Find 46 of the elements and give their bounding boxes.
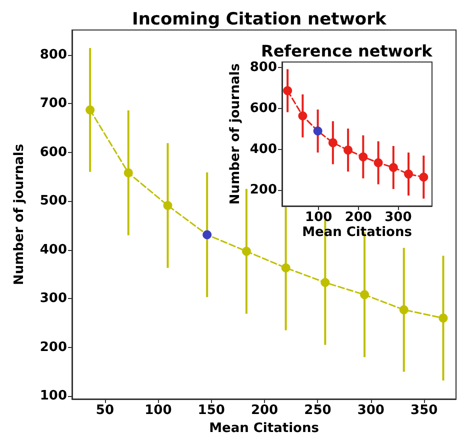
point bbox=[163, 200, 172, 210]
point bbox=[124, 168, 133, 178]
point bbox=[399, 305, 408, 314]
point bbox=[419, 172, 428, 182]
y-tick-label: 800 bbox=[250, 60, 277, 75]
point bbox=[86, 105, 95, 114]
x-tick-label: 300 bbox=[384, 210, 412, 225]
point bbox=[320, 278, 330, 287]
y-tick-label: 200 bbox=[40, 340, 67, 355]
point bbox=[283, 86, 292, 96]
y-axis-title: Number of journals bbox=[228, 63, 243, 205]
y-tick-label: 600 bbox=[250, 100, 277, 116]
y-tick-label: 700 bbox=[40, 96, 67, 112]
point bbox=[388, 162, 398, 172]
point bbox=[438, 314, 448, 323]
point bbox=[298, 111, 308, 120]
point bbox=[328, 138, 338, 148]
y-axis-title: Number of journals bbox=[12, 144, 27, 286]
y-tick-label: 100 bbox=[40, 388, 67, 404]
chart-title: Reference network bbox=[261, 42, 433, 60]
chart-title: Incoming Citation network bbox=[132, 10, 387, 30]
point bbox=[404, 170, 414, 179]
point bbox=[358, 152, 368, 162]
x-tick-label: 100 bbox=[144, 403, 172, 418]
y-tick-label: 500 bbox=[40, 194, 67, 209]
x-tick-label: 350 bbox=[410, 403, 438, 418]
x-tick-label: 100 bbox=[305, 210, 332, 225]
point bbox=[313, 126, 322, 136]
y-tick-label: 400 bbox=[40, 242, 67, 258]
x-tick-label: 150 bbox=[198, 403, 225, 418]
y-tick-label: 400 bbox=[250, 142, 277, 157]
point bbox=[374, 158, 383, 168]
point bbox=[242, 246, 251, 256]
x-tick-label: 300 bbox=[357, 403, 384, 418]
point bbox=[344, 146, 353, 155]
x-tick-label: 50 bbox=[96, 403, 114, 418]
y-tick-label: 300 bbox=[40, 291, 67, 306]
point bbox=[360, 290, 370, 300]
x-axis-title: Mean Citations bbox=[209, 420, 320, 436]
x-tick-label: 250 bbox=[304, 403, 332, 418]
y-tick-label: 800 bbox=[40, 47, 67, 62]
point bbox=[281, 263, 290, 272]
x-tick-label: 200 bbox=[344, 210, 372, 225]
point bbox=[202, 230, 212, 240]
y-tick-label: 200 bbox=[250, 182, 277, 198]
y-tick-label: 600 bbox=[40, 144, 67, 160]
